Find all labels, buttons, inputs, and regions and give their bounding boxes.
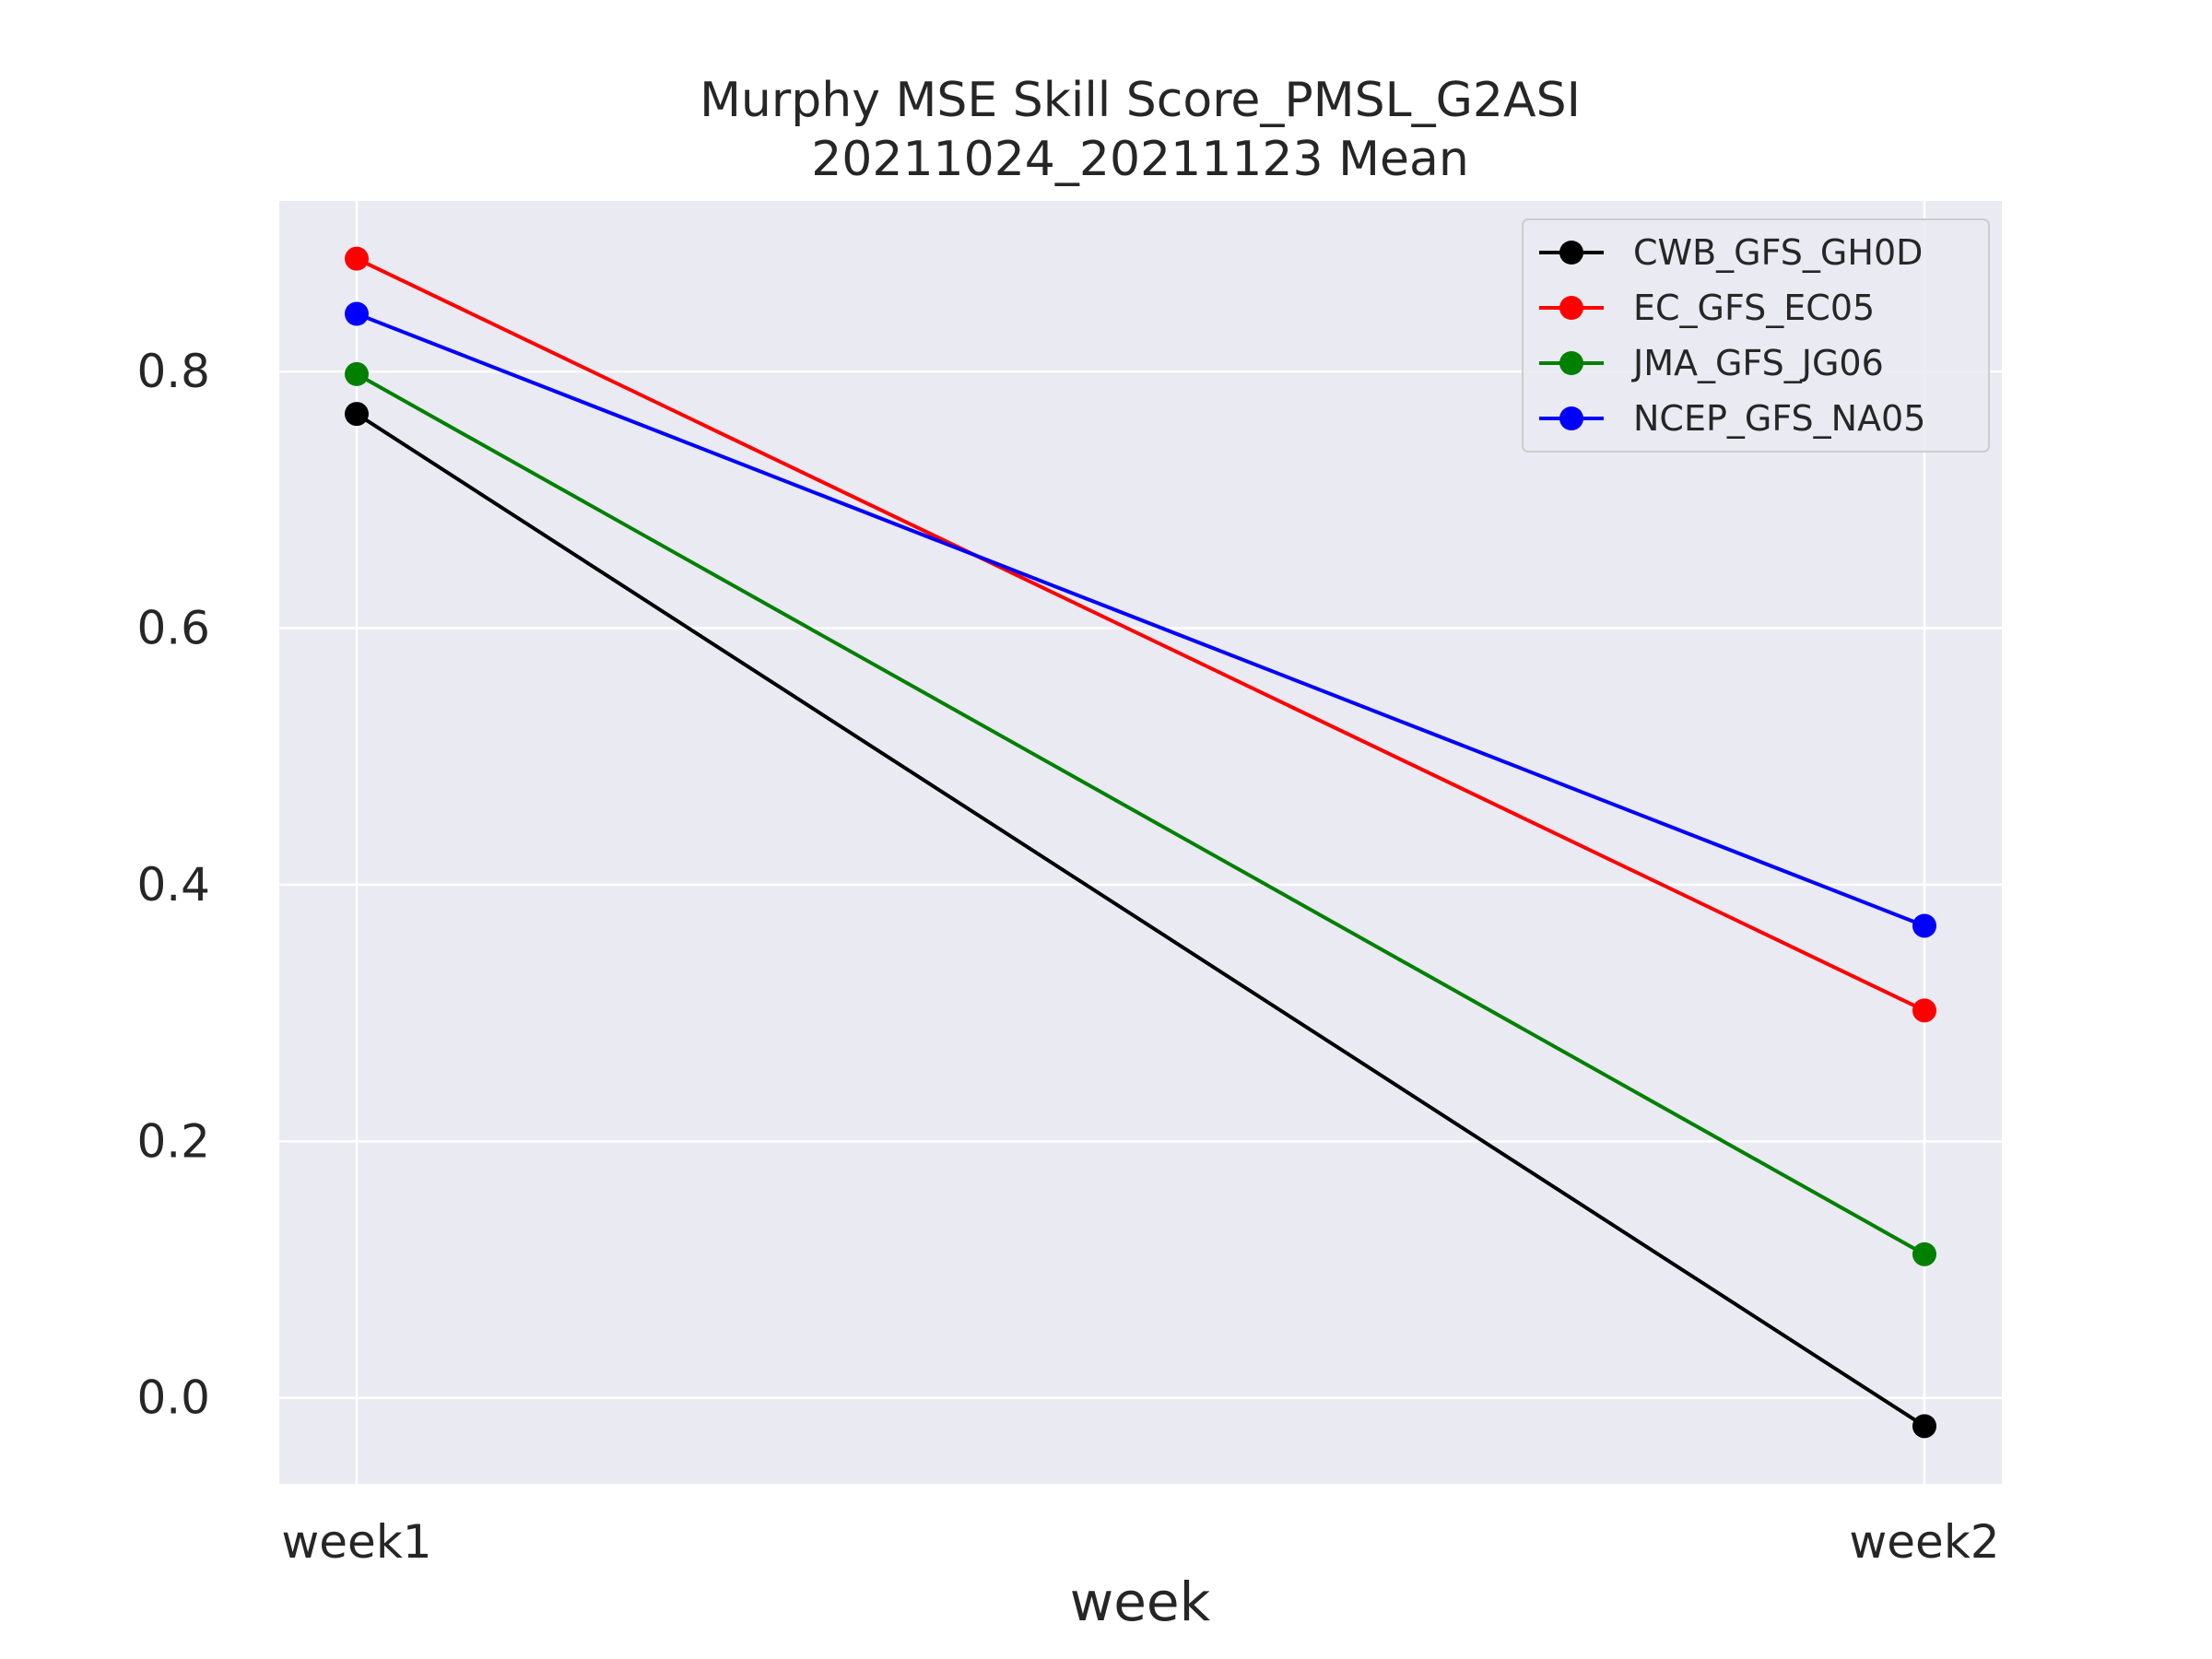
data-point — [1912, 913, 1936, 938]
legend-marker — [1559, 296, 1583, 320]
chart-subtitle: 20211024_20211123 Mean — [811, 132, 1469, 187]
data-point — [1912, 998, 1936, 1023]
y-tick-label: 0.6 — [136, 602, 210, 655]
data-point — [1912, 1241, 1936, 1266]
data-point — [345, 301, 369, 326]
series-line — [356, 256, 1925, 1013]
series-layer — [345, 246, 1936, 1439]
legend-label: JMA_GFS_JG06 — [1631, 343, 1884, 383]
series-line — [356, 372, 1925, 1256]
series-jma-gfs-jg06 — [345, 361, 1936, 1266]
series-line — [355, 412, 1926, 1429]
legend-entry: CWB_GFS_GH0D — [1539, 232, 1923, 273]
data-point — [345, 402, 369, 427]
y-tick-label: 0.2 — [136, 1114, 210, 1168]
series-ec-gfs-ec05 — [345, 246, 1936, 1023]
x-axis-label: week — [1070, 1571, 1211, 1633]
legend: CWB_GFS_GH0D EC_GFS_EC05 JMA_GFS_JG06 NCEP_… — [1522, 218, 1990, 453]
legend-marker — [1559, 406, 1583, 430]
legend-label: CWB_GFS_GH0D — [1633, 232, 1923, 273]
y-axis-ticks: 0.0 0.2 0.4 0.6 0.8 — [136, 345, 210, 1425]
chart-title: Murphy MSE Skill Score_PMSL_G2ASI — [700, 73, 1581, 128]
legend-marker — [1559, 351, 1583, 375]
legend-entry: JMA_GFS_JG06 — [1539, 343, 1884, 383]
data-point — [1912, 1414, 1936, 1439]
legend-entry: EC_GFS_EC05 — [1539, 288, 1875, 328]
legend-label: EC_GFS_EC05 — [1633, 288, 1875, 328]
x-axis-ticks: week1 week2 — [281, 1515, 1999, 1569]
grid-lines — [279, 201, 2002, 1484]
y-tick-label: 0.8 — [136, 345, 210, 398]
x-tick-label: week1 — [281, 1515, 431, 1569]
series-ncep-gfs-na05 — [345, 301, 1936, 938]
x-tick-label: week2 — [1849, 1515, 1999, 1569]
legend-entry: NCEP_GFS_NA05 — [1539, 398, 1925, 439]
series-cwb-gfs-gh0d — [345, 402, 1936, 1439]
data-point — [345, 246, 369, 271]
y-tick-label: 0.4 — [136, 858, 210, 912]
data-point — [345, 361, 369, 386]
legend-frame — [1522, 218, 1990, 453]
y-tick-label: 0.0 — [136, 1371, 210, 1425]
series-line — [356, 312, 1925, 928]
legend-marker — [1559, 241, 1583, 265]
legend-label: NCEP_GFS_NA05 — [1633, 398, 1925, 439]
